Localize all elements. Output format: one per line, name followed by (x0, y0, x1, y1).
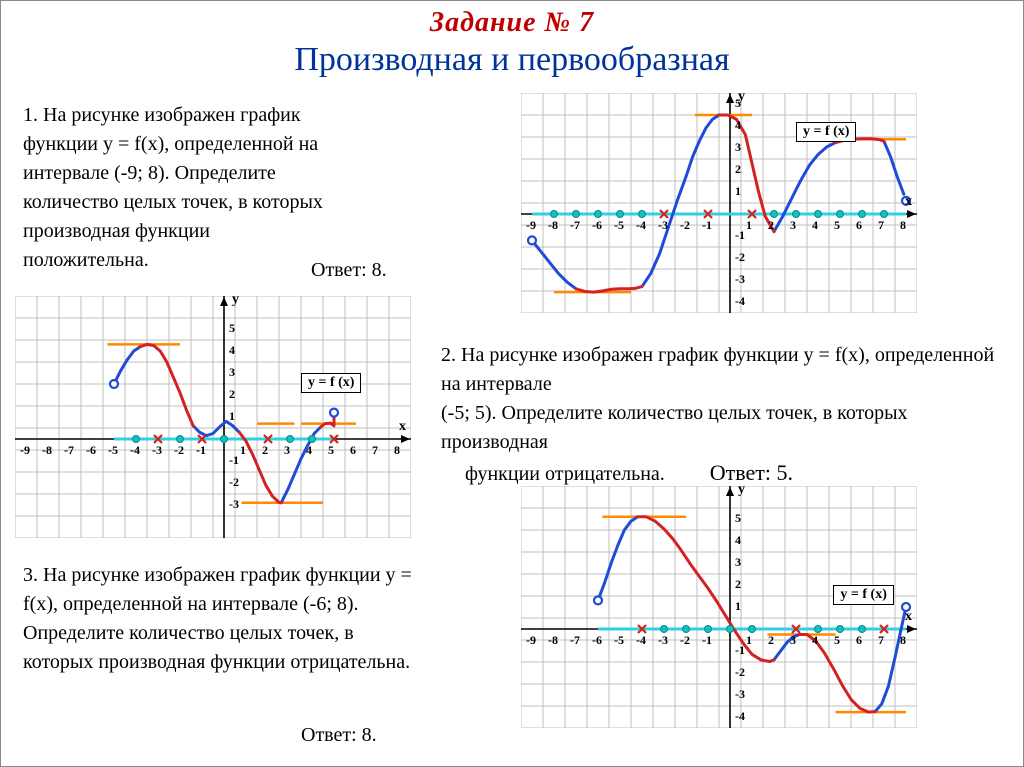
p2-l3: функции отрицательна. (465, 460, 665, 489)
problem-3-answer: Ответ: 8. (301, 721, 377, 750)
problem-2-text: 2. На рисунке изображен график функции у… (441, 341, 1011, 489)
task-title: Задание № 7 (1, 1, 1023, 39)
problem-1-answer: Ответ: 8. (311, 256, 387, 285)
p1-body: 1. На рисунке изображен график функции у… (23, 104, 323, 271)
problem-3-text: 3. На рисунке изображен график функции у… (23, 561, 423, 677)
problem-2-answer: Ответ: 5. (710, 460, 793, 485)
chart-1: -9-8-7-6-5-4-3-2-112345678-4-3-2-112345y… (521, 93, 917, 313)
chart-2: -9-8-7-6-5-4-3-2-112345678-3-2-112345yxy… (15, 296, 411, 538)
p3-body: 3. На рисунке изображен график функции у… (23, 564, 412, 673)
problem-1-text: 1. На рисунке изображен график функции у… (23, 101, 323, 275)
p2-l1: 2. На рисунке изображен график функции у… (441, 344, 994, 395)
chart-3: -9-8-7-6-5-4-3-2-112345678-4-3-2-112345y… (521, 486, 917, 728)
p2-l2: (-5; 5). Определите количество целых точ… (441, 399, 1011, 457)
main-title: Производная и первообразная (1, 39, 1023, 87)
